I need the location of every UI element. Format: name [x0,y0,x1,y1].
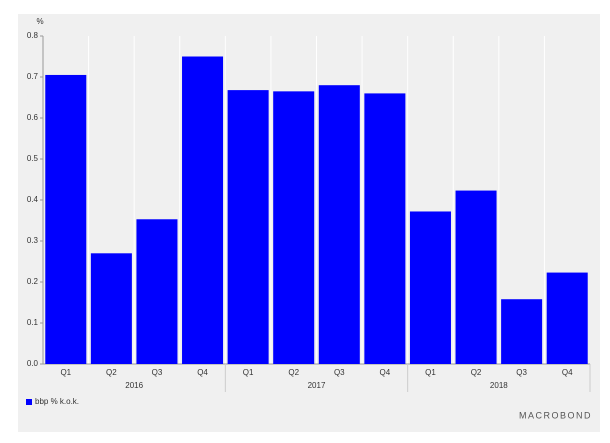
y-tick-label: 0.4 [27,195,39,204]
x-tick-label: Q4 [380,368,391,377]
bar [227,90,269,365]
y-tick-label: 0.5 [27,154,39,163]
x-tick-label: Q2 [288,368,299,377]
y-tick-label: 0.1 [27,318,39,327]
x-tick-label: Q2 [106,368,117,377]
x-group-label: 2016 [125,381,143,390]
x-tick-label: Q3 [516,368,527,377]
y-tick-label: 0.8 [27,31,39,40]
y-unit-label: % [36,17,43,26]
bar [45,74,87,364]
bar [273,91,315,364]
x-tick-label: Q4 [197,368,208,377]
y-tick-label: 0.7 [27,72,39,81]
bar [546,272,588,364]
legend-swatch [26,399,32,405]
x-tick-label: Q4 [562,368,573,377]
bar [90,253,132,364]
bar [364,93,406,365]
x-tick-label: Q1 [243,368,254,377]
bar [501,299,543,364]
x-tick-label: Q1 [425,368,436,377]
x-group-label: 2018 [490,381,508,390]
x-tick-label: Q3 [334,368,345,377]
y-tick-label: 0.0 [27,359,39,368]
y-tick-label: 0.3 [27,236,39,245]
x-tick-label: Q3 [152,368,163,377]
x-group-label: 2017 [308,381,326,390]
bar [136,219,178,364]
bar [182,56,224,364]
bar [455,190,497,364]
y-tick-label: 0.6 [27,113,39,122]
x-tick-label: Q2 [471,368,482,377]
y-tick-label: 0.2 [27,277,39,286]
branding: MACROBOND [519,410,592,420]
bar [409,211,451,364]
bar [318,85,360,364]
x-tick-label: Q1 [60,368,71,377]
legend-label: bbp % k.o.k. [35,397,79,406]
